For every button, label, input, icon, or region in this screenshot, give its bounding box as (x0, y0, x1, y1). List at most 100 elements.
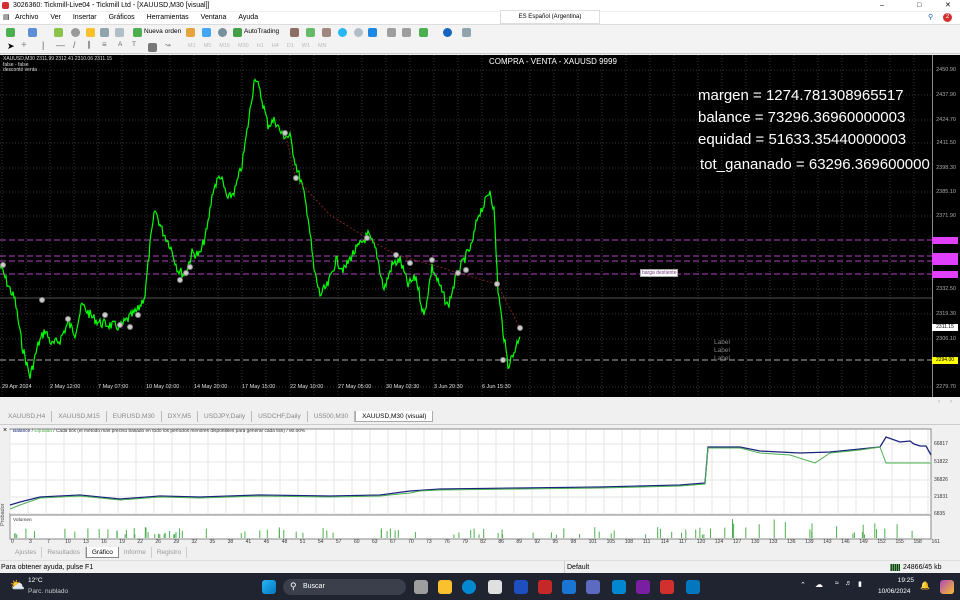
signals-icon[interactable] (202, 28, 211, 37)
tester-tab-resultados[interactable]: Resultados (42, 547, 86, 558)
chart-tab[interactable]: XAUUSD,H4 (2, 411, 53, 422)
new-order-button[interactable]: Nueva orden (144, 28, 182, 35)
copilot-icon[interactable] (940, 580, 954, 594)
minimize-button[interactable]: – (880, 2, 884, 9)
market-watch-icon[interactable] (54, 28, 63, 37)
menu-insertar[interactable]: Insertar (72, 14, 97, 21)
menu-archivo[interactable]: Archivo (15, 14, 39, 21)
tester-tab-registro[interactable]: Registro (152, 547, 188, 558)
close-panel-icon[interactable]: × (3, 427, 8, 434)
tester-tab-informe[interactable]: Informe (119, 547, 152, 558)
scroll-left-icon[interactable]: ‹ (938, 399, 940, 405)
wifi-icon[interactable]: ≈ (835, 580, 839, 587)
profiles-icon[interactable] (28, 28, 37, 37)
chart-tab[interactable]: US500,M30 (308, 411, 356, 422)
notifications-badge[interactable]: 2 (943, 13, 952, 22)
menu-ver[interactable]: Ver (50, 14, 61, 21)
object-label[interactable]: barga destiente (640, 269, 679, 277)
tester-tab-gráfico[interactable]: Gráfico (85, 547, 119, 558)
chart-tab[interactable]: EURUSD,M30 (107, 411, 162, 422)
timeframe-mn[interactable]: MN (318, 43, 327, 49)
visual-studio-icon[interactable] (636, 580, 650, 594)
close-button[interactable]: ✕ (945, 2, 951, 9)
mcafee-icon[interactable] (538, 580, 552, 594)
volume-icon[interactable]: ♬ (845, 580, 852, 587)
app-l-icon[interactable] (514, 580, 528, 594)
cursor-icon[interactable]: ➤ (7, 41, 15, 51)
indicators-icon[interactable] (419, 28, 428, 37)
outlook-new-icon[interactable] (686, 580, 700, 594)
teams-icon[interactable] (586, 580, 600, 594)
timeframe-h4[interactable]: H4 (271, 43, 279, 49)
chart-tab[interactable]: DXY,M5 (162, 411, 199, 422)
search-box[interactable]: ⚲ Buscar (283, 579, 406, 595)
metaeditor-icon[interactable] (186, 28, 195, 37)
vertical-line-icon[interactable]: | (42, 40, 45, 50)
line-chart-icon[interactable] (322, 28, 331, 37)
templates-icon[interactable] (462, 28, 471, 37)
zoom-in-icon[interactable] (338, 28, 347, 37)
tester-icon[interactable] (115, 28, 124, 37)
chart-shift-icon[interactable] (387, 28, 396, 37)
file-explorer-icon[interactable] (438, 580, 452, 594)
app-ai-icon[interactable] (562, 580, 576, 594)
market-icon[interactable] (218, 28, 227, 37)
task-view-icon[interactable] (414, 580, 428, 594)
shapes-icon[interactable] (148, 43, 157, 52)
bar-chart-icon[interactable] (290, 28, 299, 37)
battery-icon[interactable]: ▮ (858, 581, 862, 588)
timeframe-w1[interactable]: W1 (301, 43, 311, 49)
timeframe-d1[interactable]: D1 (286, 43, 294, 49)
channel-icon[interactable]: ∥ (87, 40, 91, 49)
terminal-icon[interactable] (100, 28, 109, 37)
navigator-icon[interactable] (86, 28, 95, 37)
price-chart[interactable]: XAUUSD,M30 2311.99 2312.41 2310.06 2311.… (0, 55, 960, 397)
timeframe-m30[interactable]: M30 (237, 43, 249, 49)
tester-tab-ajustes[interactable]: Ajustes (10, 547, 43, 558)
horizontal-line-icon[interactable]: — (56, 40, 65, 50)
autotrading-button[interactable]: AutoTrading (244, 28, 280, 35)
text-label-icon[interactable]: T (132, 41, 136, 48)
onedrive-icon[interactable]: ☁ (815, 580, 823, 589)
timeframe-h1[interactable]: H1 (256, 43, 264, 49)
crosshair-icon[interactable]: + (21, 40, 27, 51)
outlook-icon[interactable] (612, 580, 626, 594)
autotrading-icon[interactable] (233, 28, 242, 37)
trendline-icon[interactable]: / (73, 40, 76, 50)
menu-herramientas[interactable]: Herramientas (146, 14, 189, 21)
timeframe-m5[interactable]: M5 (203, 43, 212, 49)
new-chart-icon[interactable] (6, 28, 15, 37)
tray-chevron-icon[interactable]: ⌃ (800, 582, 806, 589)
metatrader-icon[interactable] (660, 580, 674, 594)
timeframe-m1[interactable]: M1 (188, 43, 196, 49)
language-indicator[interactable]: ES Español (Argentina) (500, 10, 600, 24)
notification-bell-icon[interactable]: 🔔 (920, 581, 930, 590)
chart-tab[interactable]: USDJPY,Daily (198, 411, 253, 422)
weather-icon[interactable]: ⛅ (10, 578, 25, 592)
zoom-out-icon[interactable] (354, 28, 363, 37)
clock-time[interactable]: 19:25 (897, 577, 914, 584)
edge-icon[interactable] (462, 580, 476, 594)
arrows-icon[interactable]: ↝ (165, 42, 171, 49)
store-icon[interactable] (488, 580, 502, 594)
periods-icon[interactable] (443, 28, 452, 37)
chart-tab[interactable]: USDCHF,Daily (252, 411, 308, 422)
candlestick-icon[interactable] (306, 28, 315, 37)
fibonacci-icon[interactable]: ≡ (102, 40, 107, 49)
data-window-icon[interactable] (71, 28, 80, 37)
text-icon[interactable]: A (118, 41, 123, 48)
start-icon[interactable] (262, 580, 276, 594)
chart-tab[interactable]: XAUUSD,M30 (visual) (355, 411, 434, 422)
tile-windows-icon[interactable] (368, 28, 377, 37)
maximize-button[interactable]: □ (917, 2, 922, 9)
menu-graficos[interactable]: Gráficos (108, 14, 135, 21)
scroll-right-icon[interactable]: › (950, 399, 952, 405)
chart-tab[interactable]: XAUUSD,M15 (52, 411, 107, 422)
menu-ventana[interactable]: Ventana (200, 14, 227, 21)
new-order-icon[interactable] (133, 28, 142, 37)
clock-date[interactable]: 10/06/2024 (878, 588, 911, 595)
price-axis[interactable]: 2450.90 2437.90 2424.70 2411.50 2398.30 2385.… (932, 55, 960, 397)
search-icon[interactable]: ⚲ (928, 14, 934, 21)
timeframe-m15[interactable]: M15 (219, 43, 230, 49)
menu-ayuda[interactable]: Ayuda (238, 14, 259, 21)
